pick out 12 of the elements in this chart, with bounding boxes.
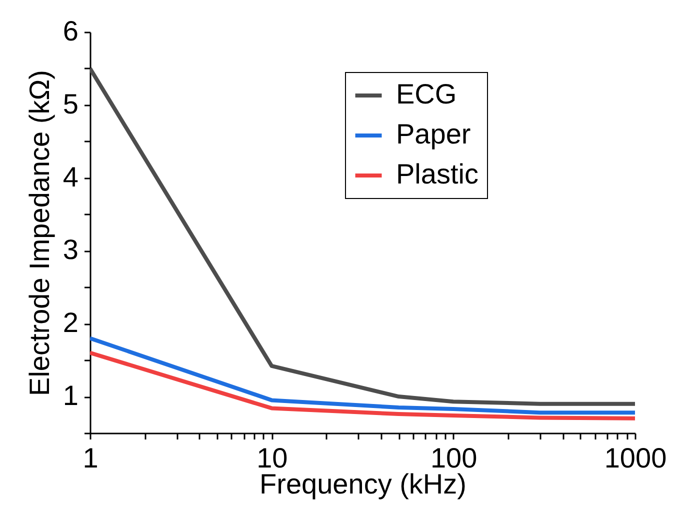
- x-tick-label: 1: [82, 442, 98, 474]
- y-tick-label: 1: [62, 380, 78, 412]
- legend-label: Paper: [396, 118, 471, 150]
- y-tick-label: 6: [62, 16, 78, 46]
- y-axis-title: Electrode Impedance (kΩ): [24, 70, 55, 396]
- legend-label: ECG: [396, 78, 457, 110]
- x-tick-label: 1000: [604, 442, 667, 474]
- y-tick-label: 2: [62, 307, 78, 338]
- legend-label: Plastic: [396, 158, 478, 190]
- y-tick-label: 4: [62, 161, 78, 192]
- y-tick-label: 5: [62, 88, 78, 120]
- y-tick-label: 3: [62, 234, 78, 266]
